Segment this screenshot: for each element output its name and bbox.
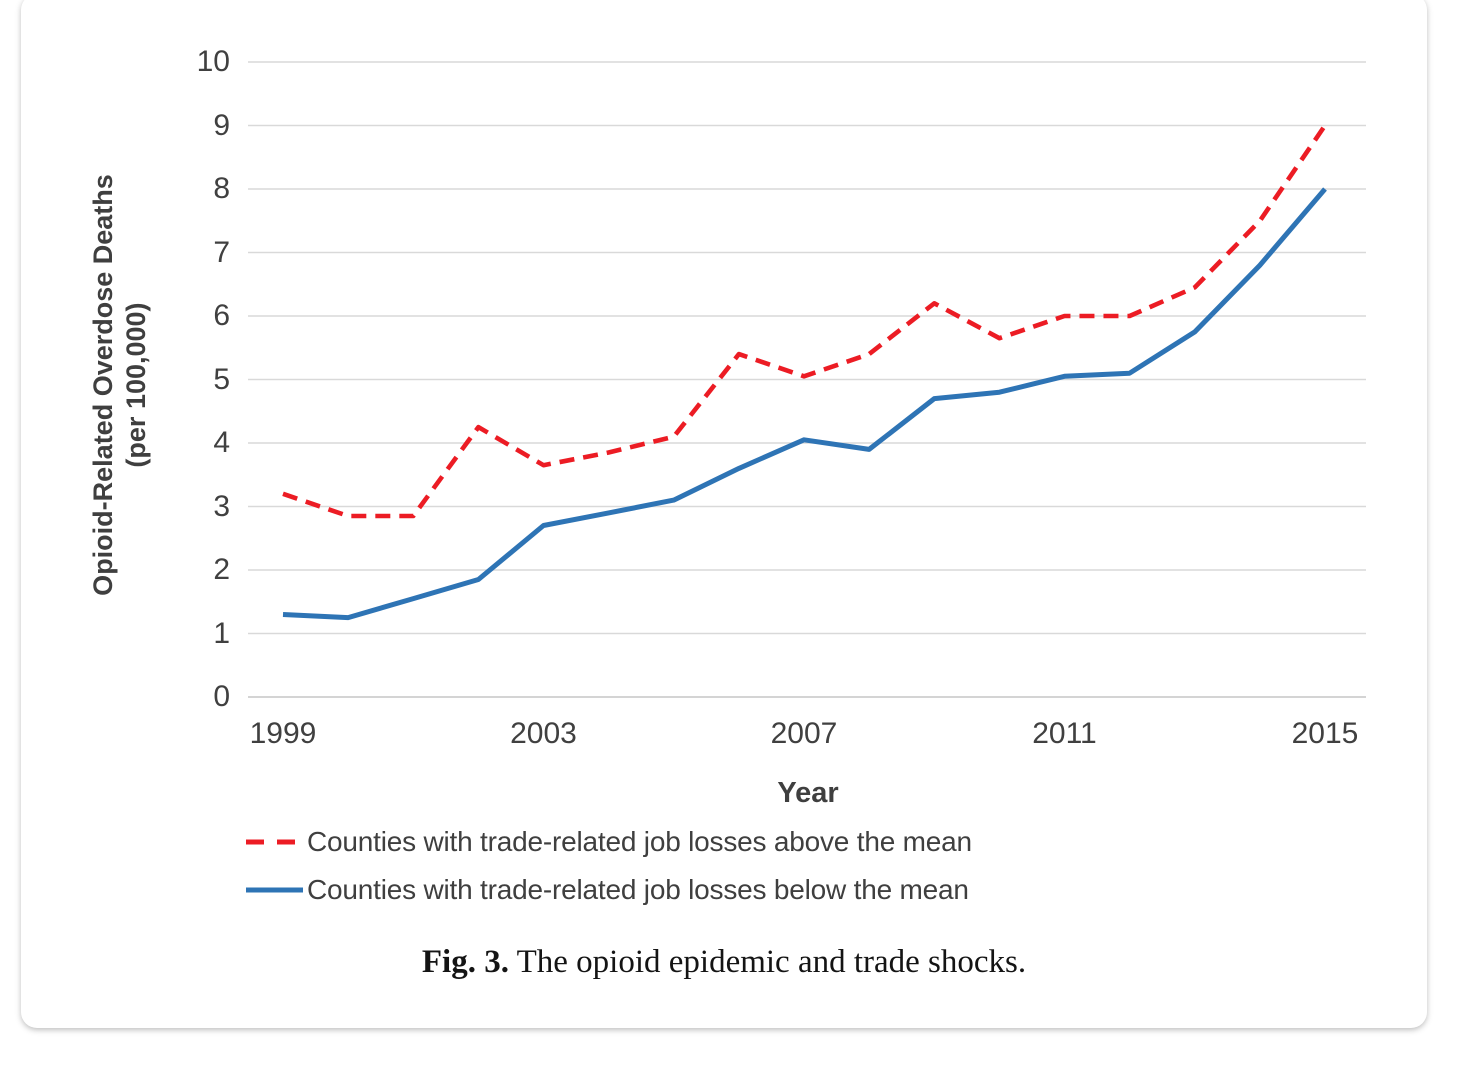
y-axis-title-line1: Opioid-Related Overdose Deaths (88, 174, 118, 596)
y-tick-5: 5 (213, 362, 230, 396)
figure-caption-number: Fig. 3. (421, 944, 509, 980)
series-line-above-mean (282, 124, 1327, 519)
series-lines (282, 124, 1327, 621)
figure-caption: Fig. 3. The opioid epidemic and trade sh… (21, 941, 1427, 983)
y-tick-4: 4 (213, 426, 230, 459)
x-tick-2003: 2003 (510, 717, 577, 750)
y-tick-8: 8 (213, 172, 230, 205)
x-tick-2007: 2007 (770, 717, 838, 750)
legend-label-below-mean: Counties with trade-related job losses b… (307, 874, 969, 905)
x-axis-title: Year (777, 777, 839, 809)
legend-label-above-mean: Counties with trade-related job losses a… (307, 826, 972, 857)
x-tick-2011: 2011 (1032, 717, 1097, 750)
y-tick-9: 9 (213, 108, 230, 142)
y-tick-1: 1 (213, 616, 230, 650)
gridlines (248, 61, 1366, 698)
y-tick-10: 10 (196, 45, 230, 78)
figure-caption-text: The opioid epidemic and trade shocks. (508, 944, 1027, 980)
series-line-below-mean (282, 187, 1327, 621)
x-tick-2015: 2015 (1291, 717, 1359, 750)
figure-card (21, 0, 1427, 1028)
x-tick-1999: 1999 (249, 717, 317, 750)
y-tick-6: 6 (213, 299, 230, 332)
y-tick-2: 2 (213, 553, 230, 586)
y-tick-7: 7 (213, 235, 230, 269)
y-tick-0: 0 (213, 680, 230, 713)
legend-markers (246, 839, 303, 893)
y-tick-3: 3 (213, 489, 230, 523)
